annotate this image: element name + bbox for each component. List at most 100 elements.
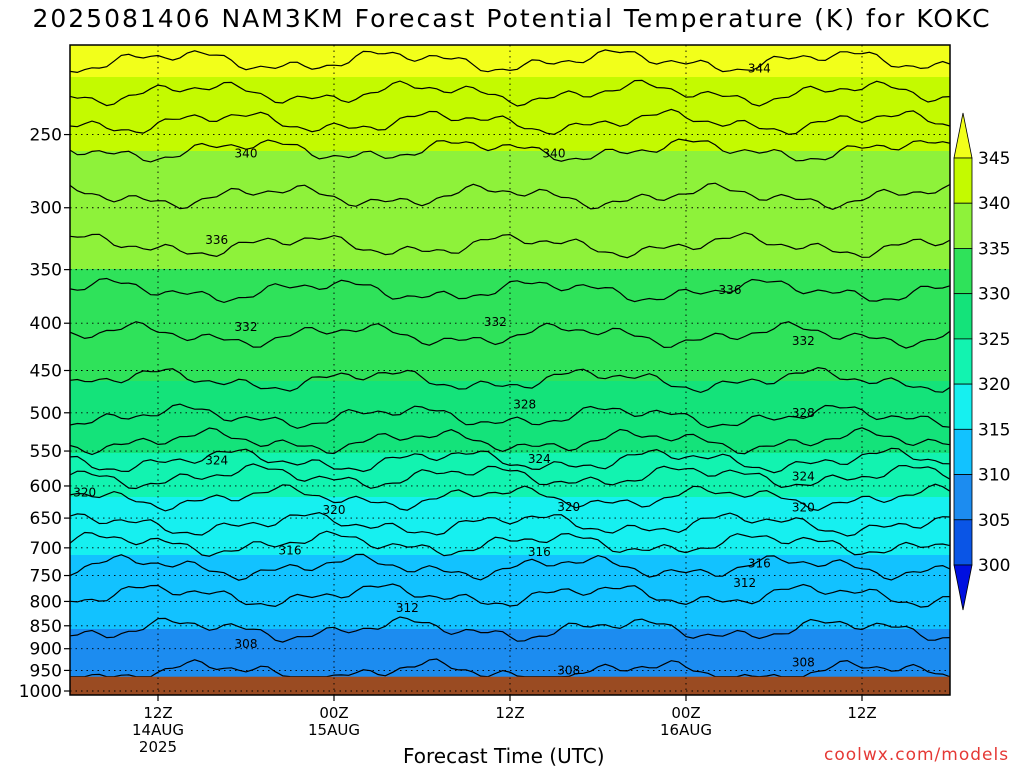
theta-band [70, 357, 950, 360]
theta-band [70, 63, 950, 66]
theta-band [70, 623, 950, 626]
colorbar-segment [953, 157, 973, 204]
theta-band [70, 113, 950, 116]
theta-band [70, 609, 950, 612]
theta-band [70, 667, 950, 670]
theta-band [70, 219, 950, 222]
theta-band [70, 365, 950, 368]
theta-band [70, 301, 950, 304]
contour-322 [70, 463, 950, 490]
y-tick-label: 500 [30, 404, 62, 424]
x-tick-label: 14AUG [132, 721, 184, 739]
theta-band [70, 267, 950, 270]
theta-band [70, 563, 950, 566]
theta-band [70, 577, 950, 580]
theta-band [70, 593, 950, 596]
contour-label: 308 [235, 637, 258, 651]
theta-band [70, 205, 950, 208]
credit-link[interactable]: coolwx.com/models [824, 745, 1010, 765]
theta-band [70, 465, 950, 468]
contour-label: 332 [235, 320, 258, 334]
theta-band [70, 415, 950, 418]
theta-band [70, 525, 950, 528]
theta-band [70, 327, 950, 330]
theta-band [70, 421, 950, 424]
y-tick-label: 800 [30, 592, 62, 612]
theta-band [70, 579, 950, 582]
x-tick-label: 00Z [319, 704, 348, 722]
theta-band [70, 97, 950, 100]
theta-band [70, 223, 950, 226]
y-tick-label: 900 [30, 640, 62, 660]
theta-band [70, 355, 950, 358]
theta-band [70, 367, 950, 370]
theta-band [70, 141, 950, 144]
theta-band [70, 135, 950, 138]
theta-band [70, 201, 950, 204]
contour-label: 320 [792, 500, 815, 514]
contour-label: 340 [235, 146, 258, 160]
theta-band [70, 509, 950, 512]
contour-310 [70, 616, 950, 643]
theta-band [70, 439, 950, 442]
theta-band [70, 321, 950, 324]
contour-label: 308 [557, 663, 580, 677]
theta-band [70, 527, 950, 530]
theta-band [70, 277, 950, 280]
theta-band [70, 433, 950, 436]
theta-band [70, 377, 950, 380]
theta-band [70, 255, 950, 258]
theta-band [70, 147, 950, 150]
theta-band [70, 575, 950, 578]
theta-band [70, 427, 950, 430]
theta-band [70, 115, 950, 118]
theta-band [70, 505, 950, 508]
theta-band [70, 197, 950, 200]
contour-label: 332 [792, 334, 815, 348]
theta-band [70, 189, 950, 192]
theta-band [70, 299, 950, 302]
theta-band [70, 47, 950, 50]
theta-band [70, 423, 950, 426]
contour-label: 328 [513, 398, 536, 412]
theta-band [70, 361, 950, 364]
colorbar-segment [953, 383, 973, 430]
theta-band [70, 207, 950, 210]
y-tick-label: 250 [30, 126, 62, 146]
y-axis: 250 300 350 400 450 500 550 600 650 700 750 800 850 9… [19, 126, 70, 702]
colorbar-label: 310 [978, 466, 1010, 486]
theta-band [70, 229, 950, 232]
theta-band [70, 531, 950, 534]
theta-band [70, 371, 950, 374]
contour-label: 324 [792, 469, 815, 483]
theta-band [70, 191, 950, 194]
theta-band [70, 541, 950, 544]
theta-band [70, 339, 950, 342]
theta-band [70, 273, 950, 276]
colorbar-label: 315 [978, 420, 1010, 440]
y-tick-label: 300 [30, 199, 62, 219]
theta-band [70, 227, 950, 230]
theta-band [70, 239, 950, 242]
y-tick-label: 700 [30, 539, 62, 559]
theta-band [70, 307, 950, 310]
theta-band [70, 521, 950, 524]
theta-band [70, 103, 950, 106]
theta-band [70, 401, 950, 404]
theta-band [70, 613, 950, 616]
x-tick-label: 12Z [847, 704, 876, 722]
theta-band [70, 59, 950, 62]
theta-band [70, 487, 950, 490]
theta-band [70, 71, 950, 74]
contour-label: 312 [733, 576, 756, 590]
x-tick-label: 15AUG [308, 721, 360, 739]
theta-band [70, 151, 950, 154]
theta-band [70, 571, 950, 574]
theta-band [70, 87, 950, 90]
y-tick-label: 1000 [19, 682, 62, 702]
theta-band [70, 607, 950, 610]
theta-band [70, 169, 950, 172]
contour-label: 340 [543, 146, 566, 160]
theta-band [70, 629, 950, 632]
